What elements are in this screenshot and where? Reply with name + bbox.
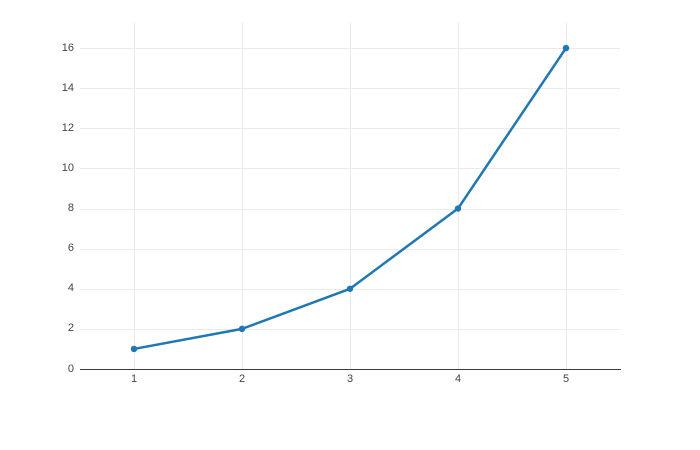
- data-series-layer: [130, 44, 570, 353]
- y-tick-label-8: 8: [67, 202, 74, 215]
- y-tick-label-6: 6: [67, 242, 74, 255]
- x-axis-tick-labels: 1 2 3 4 5: [0, 374, 700, 394]
- y-tick-label-14: 14: [61, 81, 74, 94]
- data-point-4-8[interactable]: [454, 205, 462, 212]
- gridline-x-5: [566, 22, 567, 369]
- y-axis-tick-labels: 0 2 4 6 8 10 12 14 16: [12, 0, 74, 450]
- x-tick-label-5: 5: [562, 373, 570, 385]
- data-point-5-16[interactable]: [562, 44, 570, 52]
- data-point-3-4[interactable]: [346, 285, 354, 292]
- y-tick-label-0: 0: [67, 362, 74, 375]
- x-tick-label-4: 4: [454, 373, 462, 385]
- gridline-x-2: [242, 22, 243, 369]
- y-tick-label-10: 10: [61, 161, 74, 174]
- x-axis-line: [80, 369, 621, 370]
- gridline-x-4: [458, 22, 459, 369]
- y-tick-label-2: 2: [67, 322, 74, 335]
- x-tick-label-3: 3: [346, 373, 354, 385]
- gridline-x-3: [350, 22, 351, 369]
- x-tick-label-2: 2: [238, 373, 246, 385]
- y-tick-label-16: 16: [61, 41, 74, 54]
- data-point-1-1[interactable]: [130, 345, 138, 353]
- y-tick-label-4: 4: [67, 282, 74, 295]
- x-tick-label-1: 1: [130, 373, 138, 385]
- gridline-x-1: [134, 22, 135, 369]
- series-line-0: [132, 46, 568, 351]
- y-tick-label-12: 12: [61, 121, 74, 134]
- plot-area: [80, 22, 620, 369]
- data-point-2-2[interactable]: [238, 325, 246, 333]
